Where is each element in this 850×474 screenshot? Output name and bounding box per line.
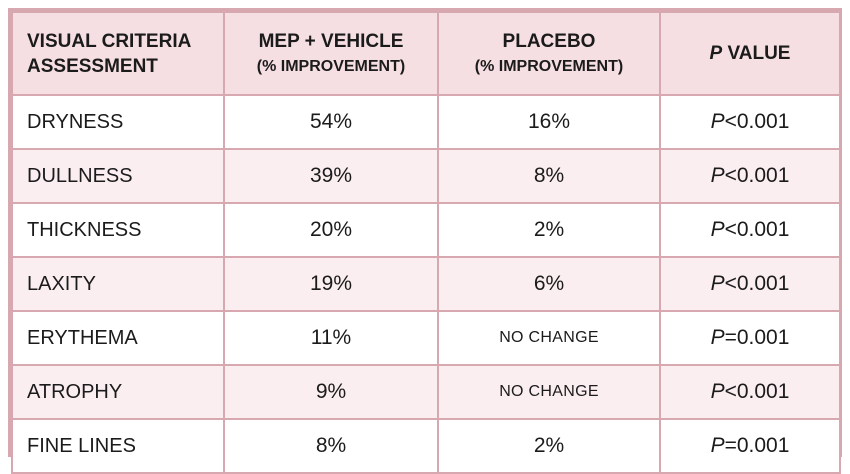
table-row: DULLNESS 39% 8% P<0.001 (11, 148, 841, 204)
p-symbol: P (710, 434, 725, 457)
mep-value-cell: 39% (223, 148, 439, 204)
table-body: DRYNESS 54% 16% P<0.001 DULLNESS 39% 8% P<0.001… (11, 94, 841, 474)
header-criteria-line1: VISUAL CRITERIA (27, 30, 192, 52)
p-value-cell: P<0.001 (659, 202, 841, 258)
placebo-value-cell: 2% (437, 202, 661, 258)
mep-value-cell: 9% (223, 364, 439, 420)
criterion-cell: DULLNESS (11, 148, 225, 204)
mep-value-cell: 19% (223, 256, 439, 312)
mep-value-cell: 20% (223, 202, 439, 258)
p-symbol: P (710, 218, 725, 241)
table-row: THICKNESS 20% 2% P<0.001 (11, 202, 841, 258)
header-placebo-line1: PLACEBO (502, 30, 596, 52)
p-symbol: P (710, 326, 725, 349)
header-row: VISUAL CRITERIA ASSESSMENT MEP + VEHICLE… (11, 11, 841, 96)
p-value-cell: P<0.001 (659, 364, 841, 420)
placebo-value-cell: 6% (437, 256, 661, 312)
mep-value-cell: 11% (223, 310, 439, 366)
p-value: <0.001 (724, 110, 790, 133)
p-value-cell: P<0.001 (659, 148, 841, 204)
placebo-value-cell: NO CHANGE (437, 364, 661, 420)
criterion-cell: DRYNESS (11, 94, 225, 150)
p-value: <0.001 (724, 380, 790, 403)
mep-value-cell: 54% (223, 94, 439, 150)
p-symbol: P (710, 272, 725, 295)
criterion-cell: ERYTHEMA (11, 310, 225, 366)
p-value-cell: P<0.001 (659, 256, 841, 312)
placebo-value-cell: 8% (437, 148, 661, 204)
header-mep: MEP + VEHICLE (% IMPROVEMENT) (223, 11, 439, 96)
p-symbol: P (710, 380, 725, 403)
header-mep-line1: MEP + VEHICLE (258, 30, 404, 52)
table-frame: VISUAL CRITERIA ASSESSMENT MEP + VEHICLE… (8, 8, 842, 474)
p-value: <0.001 (724, 272, 790, 295)
p-value-cell: P=0.001 (659, 310, 841, 366)
p-value: =0.001 (724, 326, 790, 349)
table-row: ERYTHEMA 11% NO CHANGE P=0.001 (11, 310, 841, 366)
results-table: VISUAL CRITERIA ASSESSMENT MEP + VEHICLE… (11, 11, 841, 474)
header-criteria: VISUAL CRITERIA ASSESSMENT (11, 11, 225, 96)
placebo-value-cell: 16% (437, 94, 661, 150)
p-value: <0.001 (724, 218, 790, 241)
header-pvalue-p: P (709, 43, 723, 64)
p-value: <0.001 (724, 164, 790, 187)
table-row: ATROPHY 9% NO CHANGE P<0.001 (11, 364, 841, 420)
p-value: =0.001 (724, 434, 790, 457)
header-pvalue: P VALUE (659, 11, 841, 96)
criterion-cell: THICKNESS (11, 202, 225, 258)
header-pvalue-rest: VALUE (722, 43, 791, 64)
criterion-cell: LAXITY (11, 256, 225, 312)
header-placebo: PLACEBO (% IMPROVEMENT) (437, 11, 661, 96)
header-placebo-line2: (% IMPROVEMENT) (474, 57, 624, 75)
criterion-cell: ATROPHY (11, 364, 225, 420)
header-criteria-line2: ASSESSMENT (27, 55, 158, 77)
table-row: DRYNESS 54% 16% P<0.001 (11, 94, 841, 150)
placebo-value-cell: NO CHANGE (437, 310, 661, 366)
p-value-cell: P<0.001 (659, 94, 841, 150)
header-mep-line2: (% IMPROVEMENT) (256, 57, 406, 75)
table-row: LAXITY 19% 6% P<0.001 (11, 256, 841, 312)
p-symbol: P (710, 164, 725, 187)
p-symbol: P (710, 110, 725, 133)
